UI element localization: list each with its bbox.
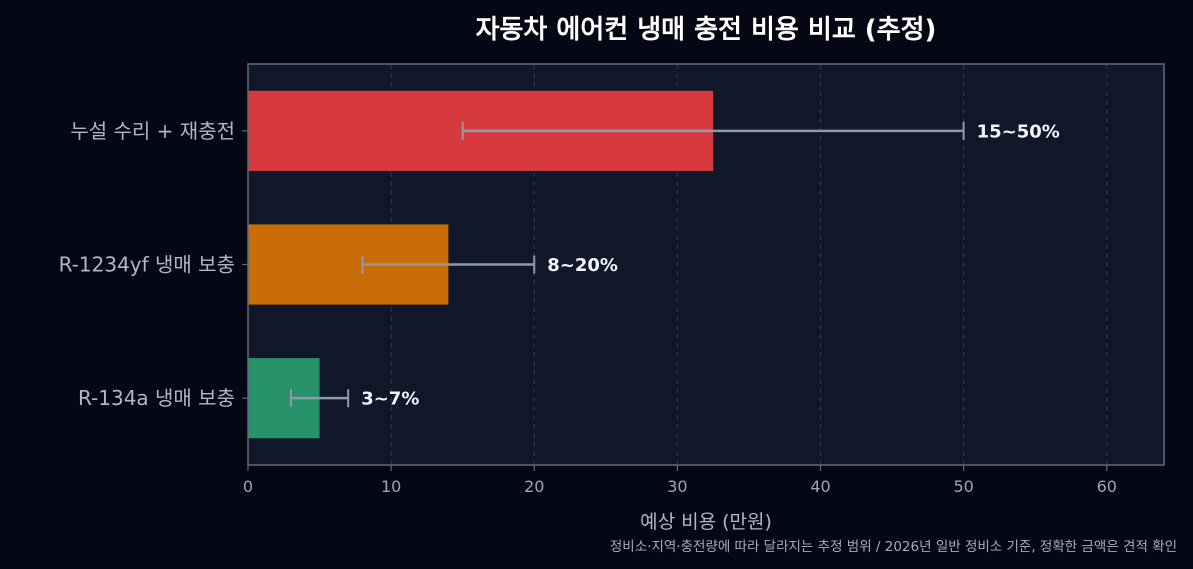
footnote: 정비소·지역·충전량에 따라 달라지는 추정 범위 / 2026년 일반 정비소…: [610, 539, 1177, 555]
category-labels: 누설 수리 + 재충전 R-1234yf 냉매 보충 R-134a 냉매 보충: [59, 119, 248, 410]
bar-label: 3~7%: [361, 389, 419, 410]
x-tick-label: 40: [810, 477, 830, 496]
x-tick-label: 50: [953, 477, 973, 496]
bar-label: 8~20%: [547, 255, 618, 276]
x-axis-label: 예상 비용 (만원): [640, 511, 772, 533]
x-tick-label: 30: [667, 477, 687, 496]
x-axis-ticks: 0 10 20 30 40 50 60: [243, 465, 1117, 496]
category-label: R-1234yf 냉매 보충: [59, 253, 235, 277]
x-tick-label: 10: [381, 477, 401, 496]
chart-title: 자동차 에어컨 냉매 충전 비용 비교 (추정): [476, 15, 937, 45]
error-bars: [289, 121, 965, 408]
category-label: 누설 수리 + 재충전: [70, 119, 235, 143]
category-label: R-134a 냉매 보충: [78, 386, 235, 410]
bar-label: 15~50%: [977, 121, 1060, 142]
x-tick-label: 20: [524, 477, 544, 496]
x-tick-label: 60: [1097, 477, 1117, 496]
bar-labels: 15~50% 8~20% 3~7%: [361, 121, 1060, 409]
x-tick-label: 0: [243, 477, 253, 496]
